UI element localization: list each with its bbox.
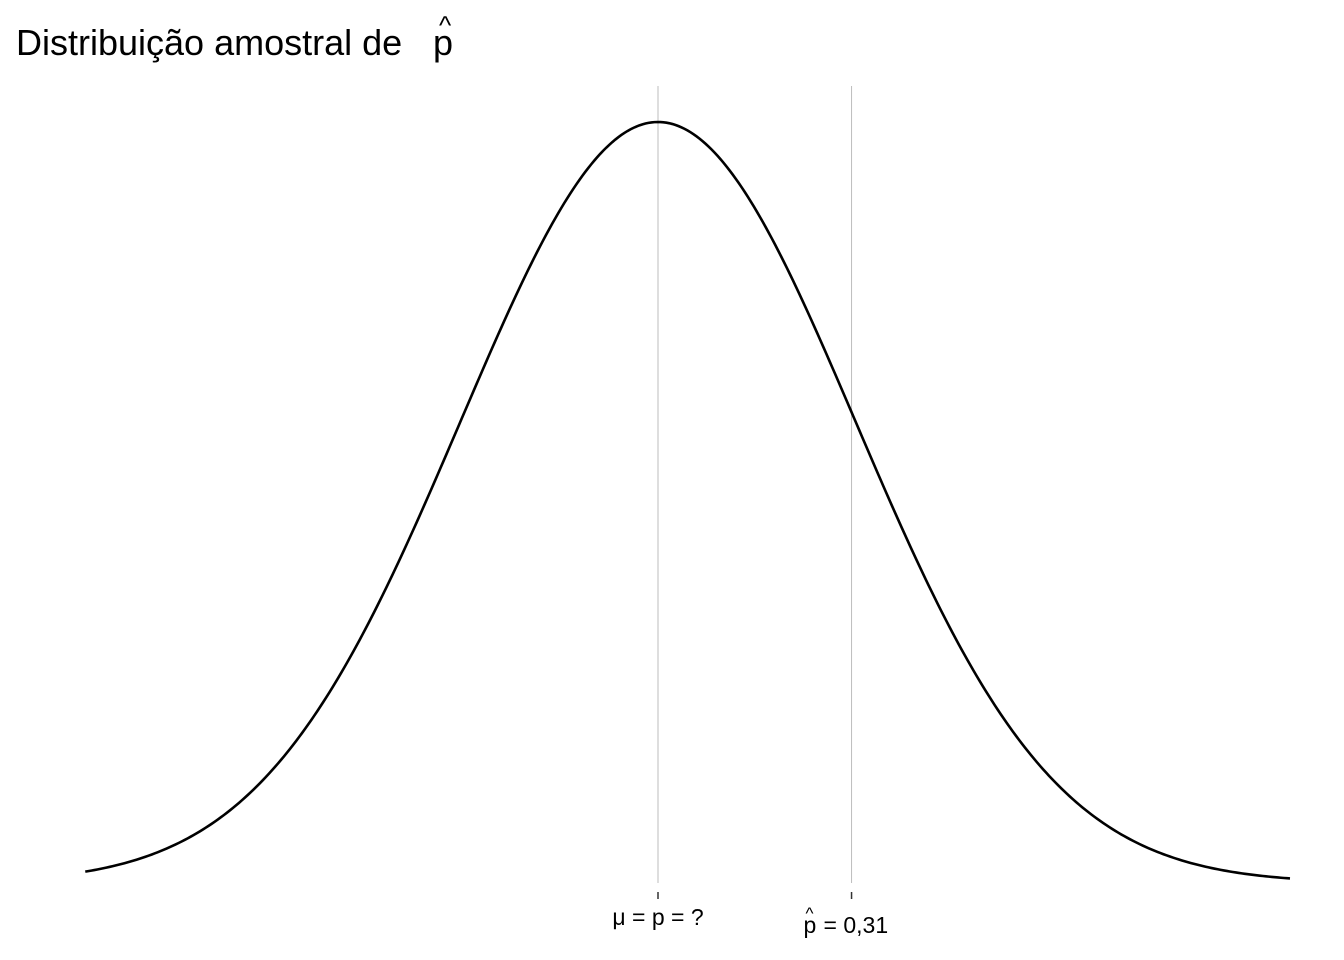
x-tick-label-hat: ^ (806, 904, 814, 923)
chart-title-symbol: p (433, 22, 453, 63)
x-tick-label: μ = p = ? (612, 904, 703, 930)
x-axis-ticks: μ = p = ? p^ = 0,31 (612, 892, 888, 938)
chart-title-text: Distribuição amostral de (16, 22, 402, 63)
chart-title-hat: ^ (439, 10, 452, 40)
x-tick-label-symbol: p (804, 912, 817, 938)
reference-lines (657, 86, 853, 883)
x-tick-label: = 0,31 (824, 912, 889, 938)
chart-title: Distribuição amostral de p ^ (16, 10, 453, 63)
density-curve (85, 120, 1291, 880)
